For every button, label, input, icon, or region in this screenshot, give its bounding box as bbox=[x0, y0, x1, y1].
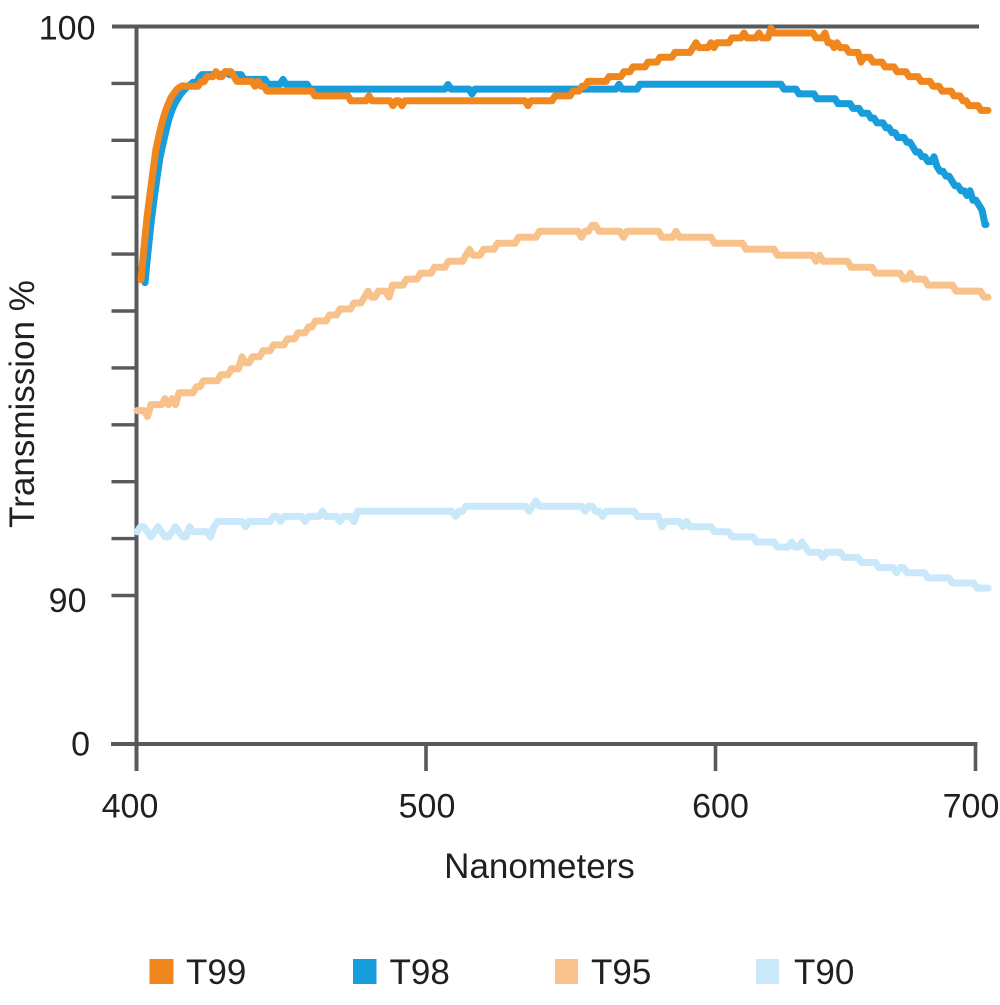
svg-text:100: 100 bbox=[39, 10, 96, 48]
svg-text:T99: T99 bbox=[186, 953, 246, 992]
svg-text:700: 700 bbox=[943, 788, 1000, 826]
svg-text:Transmission %: Transmission % bbox=[3, 280, 42, 528]
svg-text:T95: T95 bbox=[591, 953, 651, 992]
svg-text:T90: T90 bbox=[794, 953, 854, 992]
svg-text:600: 600 bbox=[692, 788, 749, 826]
svg-text:500: 500 bbox=[399, 788, 456, 826]
svg-text:Nanometers: Nanometers bbox=[444, 847, 635, 886]
svg-text:T98: T98 bbox=[390, 953, 450, 992]
svg-text:90: 90 bbox=[49, 582, 87, 620]
svg-text:400: 400 bbox=[102, 788, 159, 826]
svg-text:0: 0 bbox=[71, 726, 90, 764]
